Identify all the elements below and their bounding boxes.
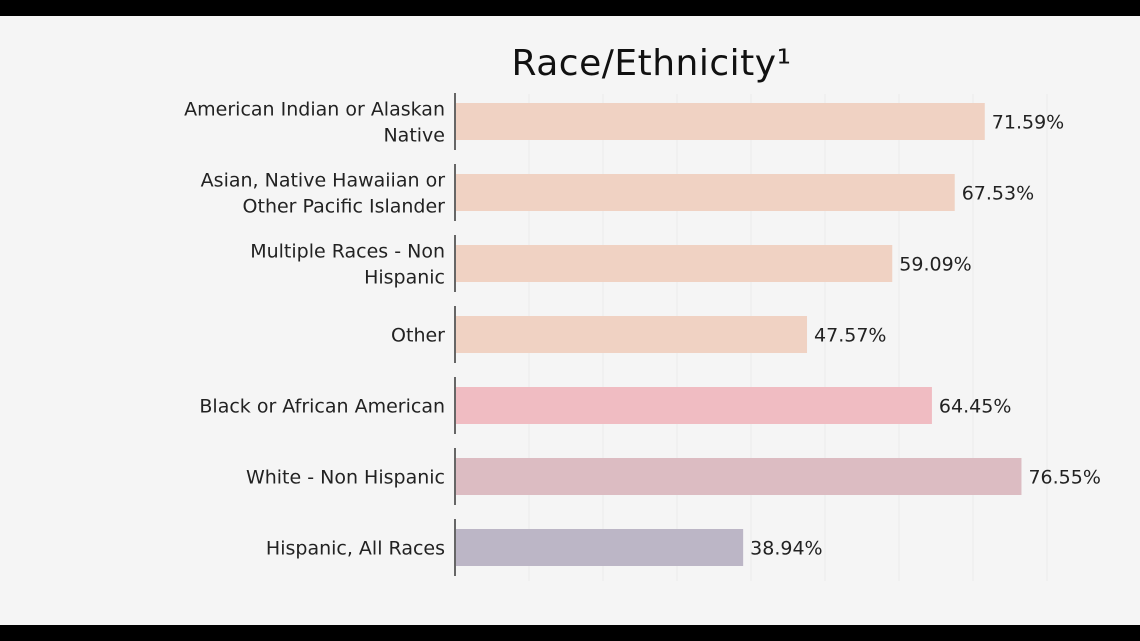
chart-title: Race/Ethnicity¹ bbox=[511, 43, 792, 84]
value-label: 47.57% bbox=[814, 325, 886, 347]
bar bbox=[455, 387, 932, 424]
bar bbox=[455, 103, 985, 140]
bar-chart: 71.59% American Indian or Alaskan Native 67… bbox=[184, 93, 1101, 581]
value-label: 76.55% bbox=[1028, 467, 1100, 489]
bar bbox=[455, 174, 955, 211]
bar bbox=[455, 529, 744, 566]
category-label: Multiple Races - Non bbox=[250, 241, 445, 263]
value-label: 38.94% bbox=[750, 538, 822, 560]
category-label: White - Non Hispanic bbox=[246, 467, 445, 489]
category-label: Other Pacific Islander bbox=[243, 196, 446, 218]
category-label: Hispanic bbox=[364, 267, 445, 289]
bar bbox=[455, 458, 1022, 495]
category-label: Native bbox=[383, 125, 445, 147]
category-label: Asian, Native Hawaiian or bbox=[201, 170, 446, 192]
category-label: Other bbox=[391, 325, 445, 347]
value-label: 64.45% bbox=[939, 396, 1011, 418]
value-label: 71.59% bbox=[992, 112, 1064, 134]
bar bbox=[455, 245, 893, 282]
value-label: 59.09% bbox=[899, 254, 971, 276]
chart-panel: Race/Ethnicity¹ 71.59% American Indian or… bbox=[0, 16, 1140, 625]
category-label: American Indian or Alaskan bbox=[184, 99, 445, 121]
bar bbox=[455, 316, 808, 353]
category-label: Hispanic, All Races bbox=[266, 538, 445, 560]
category-label: Black or African American bbox=[199, 396, 445, 418]
value-label: 67.53% bbox=[962, 183, 1034, 205]
